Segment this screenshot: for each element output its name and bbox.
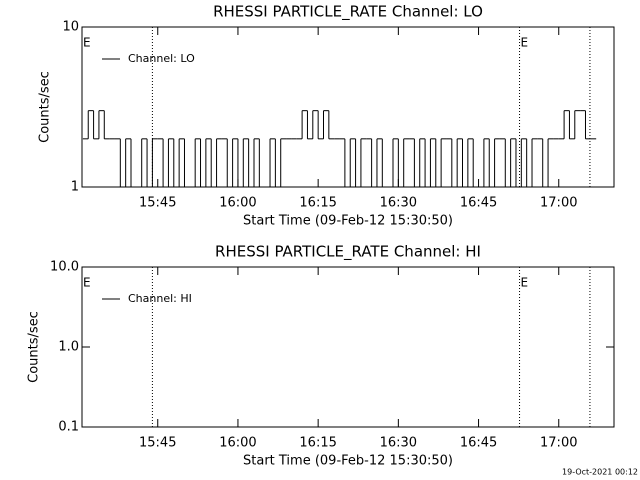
annotation: E xyxy=(83,36,91,50)
annotation: E xyxy=(521,36,529,50)
footer: 19-Oct-2021 00:12 xyxy=(562,468,638,477)
x-tick-label: 16:30 xyxy=(380,436,417,451)
x-tick-label: 16:00 xyxy=(219,436,256,451)
chart-title: RHESSI PARTICLE_RATE Channel: HI xyxy=(215,243,481,262)
x-tick-label: 16:45 xyxy=(460,196,497,211)
y-tick-label: 1 xyxy=(71,180,79,195)
x-tick-label: 15:45 xyxy=(139,196,176,211)
y-tick-label: 10 xyxy=(62,20,79,35)
legend-label: Channel: LO xyxy=(128,52,195,65)
x-tick-label: 16:15 xyxy=(299,196,336,211)
x-tick-label: 15:45 xyxy=(139,436,176,451)
x-tick-label: 17:00 xyxy=(540,436,577,451)
chart-title: RHESSI PARTICLE_RATE Channel: LO xyxy=(213,3,483,22)
x-tick-label: 16:00 xyxy=(219,196,256,211)
x-tick-label: 16:30 xyxy=(380,196,417,211)
x-tick-label: 17:00 xyxy=(540,196,577,211)
x-tick-label: 16:45 xyxy=(460,436,497,451)
x-axis-label: Start Time (09-Feb-12 15:30:50) xyxy=(243,454,453,469)
annotation: E xyxy=(521,276,529,290)
legend-label: Channel: HI xyxy=(128,292,192,305)
y-axis-label: Counts/sec xyxy=(38,71,53,143)
y-tick-label: 10.0 xyxy=(50,260,79,275)
x-tick-label: 16:15 xyxy=(299,436,336,451)
y-tick-label: 1.0 xyxy=(58,340,79,355)
x-axis-label: Start Time (09-Feb-12 15:30:50) xyxy=(243,214,453,229)
plot-frame xyxy=(81,266,615,428)
annotation: E xyxy=(83,276,91,290)
y-tick-label: 0.1 xyxy=(58,420,79,435)
y-axis-label: Counts/sec xyxy=(27,311,42,383)
plot-frame xyxy=(81,26,615,188)
